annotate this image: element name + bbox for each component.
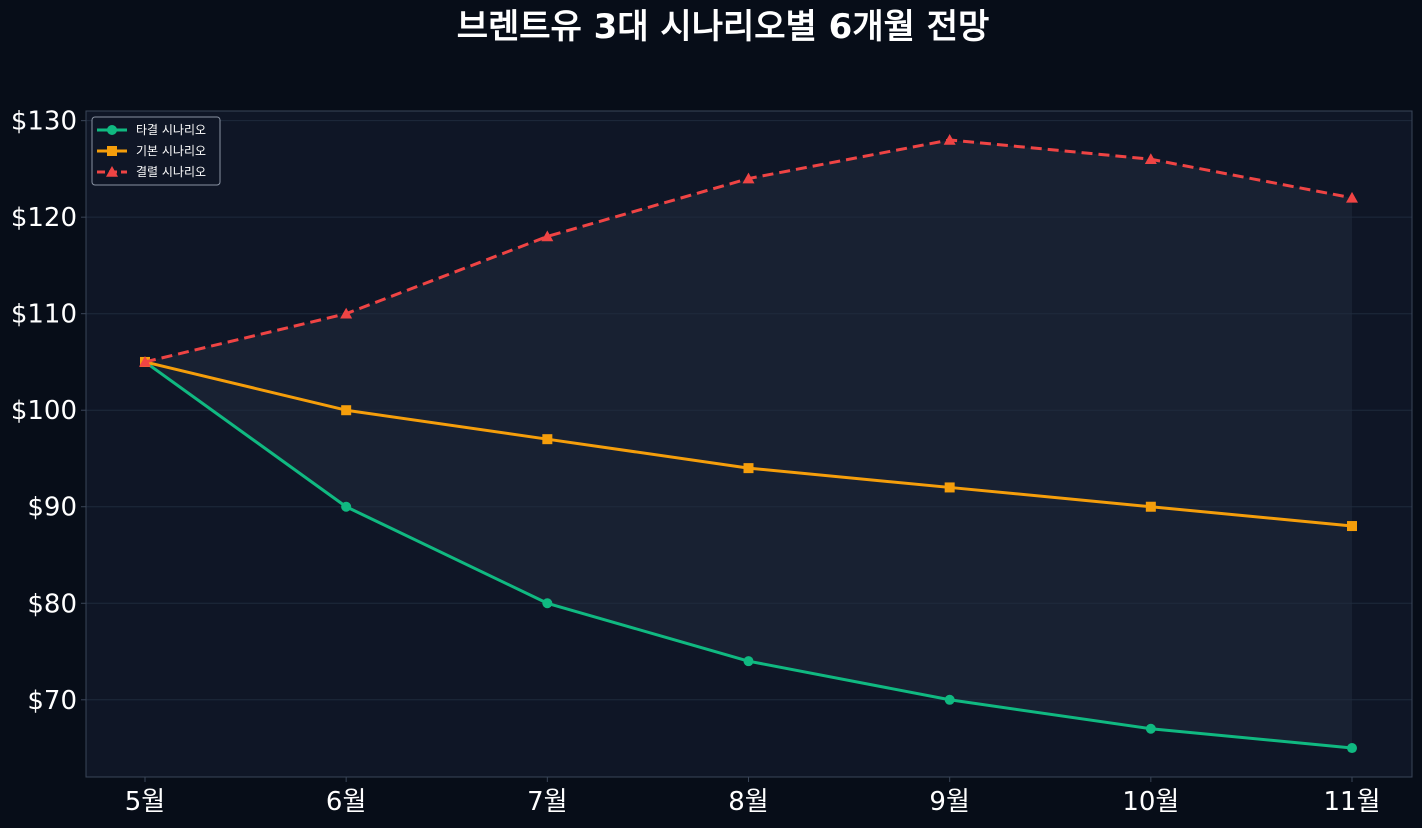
y-tick-label: $100 — [11, 396, 77, 426]
scenario-range-band — [145, 139, 1352, 749]
data-point — [1145, 501, 1156, 512]
gridlines — [86, 120, 1412, 701]
x-tick-label: 10월 — [1122, 787, 1179, 817]
y-tick-label: $80 — [27, 589, 77, 619]
legend-entry: 결렬 시나리오 — [97, 165, 206, 179]
data-point — [340, 307, 353, 319]
legend-entry: 기본 시나리오 — [97, 144, 206, 158]
data-point — [1347, 743, 1357, 754]
legend-label: 타결 시나리오 — [136, 123, 206, 137]
range-band — [145, 139, 1352, 749]
data-point — [742, 172, 755, 184]
data-point — [944, 482, 955, 493]
data-point — [1145, 723, 1156, 734]
x-tick-label: 6월 — [326, 787, 366, 817]
y-tick-label: $70 — [27, 686, 77, 716]
y-tick-label: $130 — [11, 107, 77, 137]
y-axis: $70 $80 $90 $100 $110 $120 $130 — [11, 107, 86, 716]
data-point — [542, 434, 553, 445]
data-point — [743, 463, 754, 474]
y-tick-label: $110 — [11, 300, 77, 330]
legend-marker — [106, 166, 118, 177]
data-point — [542, 598, 553, 609]
legend-box — [91, 116, 221, 186]
x-tick-label: 5월 — [125, 787, 165, 817]
legend-entry: 타결 시나리오 — [97, 123, 206, 137]
y-tick-label: $90 — [27, 493, 77, 523]
series — [139, 133, 1358, 754]
data-point — [944, 694, 955, 705]
data-point — [1346, 191, 1358, 203]
x-tick-label: 8월 — [728, 787, 768, 817]
data-point — [341, 501, 352, 512]
data-point — [943, 133, 956, 145]
series-square — [140, 356, 1357, 532]
data-point — [139, 355, 151, 367]
chart-title: 브렌트유 3대 시나리오별 6개월 전망 — [457, 7, 990, 47]
data-point — [341, 405, 352, 416]
legend-marker — [107, 146, 117, 156]
y-tick-label: $120 — [11, 203, 77, 233]
x-tick-label: 11월 — [1323, 787, 1380, 817]
x-axis: 5월 6월 7월 8월 9월 10월 11월 — [125, 777, 1381, 817]
legend-marker — [107, 125, 117, 135]
legend-label: 결렬 시나리오 — [136, 165, 206, 179]
legend-label: 기본 시나리오 — [136, 144, 206, 158]
data-point — [541, 230, 554, 242]
series-triangle — [139, 133, 1358, 367]
x-tick-label: 7월 — [527, 787, 567, 817]
x-tick-label: 9월 — [929, 787, 969, 817]
series-circle — [140, 356, 1357, 754]
data-point — [1347, 521, 1357, 532]
data-point — [1144, 153, 1157, 165]
data-point — [743, 656, 754, 667]
